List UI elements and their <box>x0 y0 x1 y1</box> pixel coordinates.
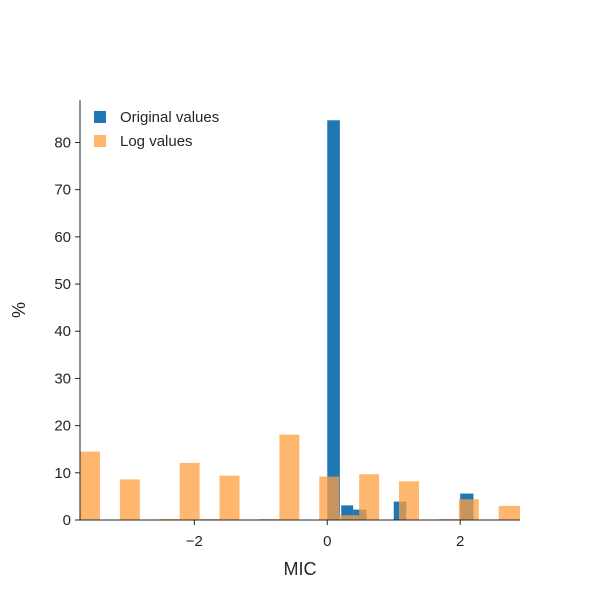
x-ticks: −2 0 2 <box>186 520 464 550</box>
y-ticks: 0 10 20 30 40 50 60 70 80 <box>54 134 80 529</box>
x-tick-label: 2 <box>456 533 464 550</box>
legend-label-log-values: Log values <box>120 133 193 150</box>
log-values-bar <box>279 434 300 520</box>
legend: Original values Log values <box>94 109 219 150</box>
log-values-bar <box>219 475 240 520</box>
log-values-bar <box>80 451 100 520</box>
y-tick-label: 20 <box>54 418 71 435</box>
log-values-bar <box>319 476 340 520</box>
legend-swatch-log-values <box>94 135 106 147</box>
log-values-bar <box>498 505 520 520</box>
log-values-bar <box>359 474 380 520</box>
y-tick-label: 0 <box>63 512 71 529</box>
log-values-bar <box>119 479 140 520</box>
original-values-bar <box>327 120 340 520</box>
y-tick-label: 60 <box>54 229 71 246</box>
y-axis-title: % <box>9 302 29 318</box>
y-tick-label: 40 <box>54 323 71 340</box>
x-axis-title: MIC <box>284 559 317 579</box>
y-tick-label: 80 <box>54 134 71 151</box>
y-tick-label: 10 <box>54 465 71 482</box>
log-values-bar <box>339 515 360 520</box>
legend-label-original-values: Original values <box>120 109 219 126</box>
log-values-bar <box>179 462 200 520</box>
legend-swatch-original-values <box>94 111 106 123</box>
bars-layer <box>80 120 520 520</box>
y-tick-label: 70 <box>54 182 71 199</box>
axes-layer <box>79 100 520 521</box>
original-values-bar <box>341 505 354 520</box>
log-values-bar <box>458 499 479 520</box>
x-tick-label: −2 <box>186 533 203 550</box>
y-tick-label: 50 <box>54 276 71 293</box>
x-tick-label: 0 <box>323 533 331 550</box>
log-values-bar <box>399 481 419 520</box>
y-tick-label: 30 <box>54 370 71 387</box>
